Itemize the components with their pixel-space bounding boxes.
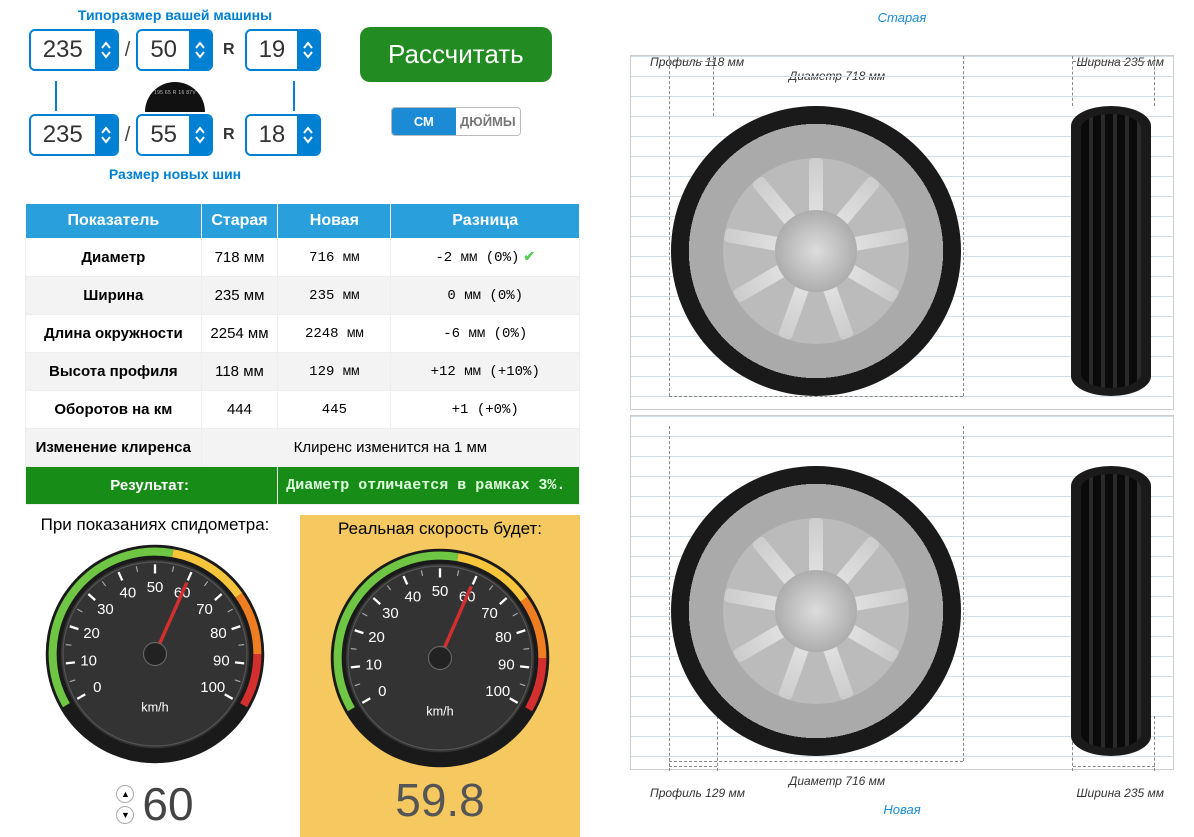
size-bridge-graphic	[25, 79, 325, 114]
speedo-indicated-title: При показаниях спидометра:	[41, 515, 270, 535]
old-size-row: 235 / 50 R 19	[29, 29, 322, 71]
table-header: Показатель	[26, 204, 202, 239]
svg-text:40: 40	[405, 589, 422, 606]
speedo-real: Реальная скорость будет: 010203040506070…	[300, 515, 580, 837]
speedo-real-title: Реальная скорость будет:	[338, 519, 542, 539]
gauge-indicated: 0102030405060708090100km/h	[40, 539, 270, 769]
table-header: Старая	[201, 204, 278, 239]
table-header: Новая	[278, 204, 391, 239]
svg-text:20: 20	[83, 625, 100, 642]
table-header: Разница	[391, 204, 580, 239]
new-profile-dim: Профиль 129 мм	[650, 786, 745, 800]
svg-text:30: 30	[97, 601, 114, 618]
svg-text:100: 100	[485, 683, 510, 700]
speed-spinner[interactable]: ▲ ▼	[116, 785, 134, 824]
svg-text:70: 70	[481, 605, 498, 622]
old-size-label: Типоразмер вашей машины	[78, 7, 272, 23]
unit-inch-tab[interactable]: ДЮЙМЫ	[456, 108, 520, 135]
speed-down-button[interactable]: ▼	[116, 806, 134, 824]
old-tire-diagram	[630, 55, 1174, 410]
new-width-dim: Ширина 235 мм	[1077, 786, 1165, 800]
new-size-label: Размер новых шин	[109, 166, 241, 182]
calculate-button[interactable]: Рассчитать	[360, 27, 552, 82]
svg-text:40: 40	[120, 585, 137, 602]
clearance-row: Изменение клиренсаКлиренс изменится на 1…	[26, 429, 580, 467]
speedo-indicated: При показаниях спидометра: 0 10 20 30 40 50 60…	[25, 515, 285, 837]
svg-text:80: 80	[210, 625, 227, 642]
old-rim-input[interactable]: 19	[245, 29, 322, 71]
old-profile-input[interactable]: 50	[136, 29, 213, 71]
unit-cm-tab[interactable]: СМ	[392, 108, 456, 135]
svg-text:30: 30	[382, 605, 399, 622]
slash-separator: /	[125, 124, 131, 147]
new-rim-input[interactable]: 18	[245, 114, 322, 156]
result-row: Результат:Диаметр отличается в рамках 3%…	[26, 467, 580, 505]
svg-text:km/h: km/h	[141, 701, 168, 715]
svg-text:50: 50	[147, 579, 164, 596]
table-row: Длина окружности2254 мм2248 мм-6 мм (0%)	[26, 315, 580, 353]
table-row: Ширина235 мм235 мм0 мм (0%)	[26, 277, 580, 315]
svg-text:0: 0	[378, 683, 386, 700]
svg-text:10: 10	[80, 653, 97, 670]
svg-text:90: 90	[213, 653, 230, 670]
new-diameter-dim: Диаметр 716 мм	[630, 774, 1044, 788]
old-width-input[interactable]: 235	[29, 29, 119, 71]
r-label: R	[219, 41, 239, 59]
svg-text:70: 70	[196, 601, 213, 618]
new-tire-diagram	[630, 415, 1174, 770]
svg-text:0: 0	[93, 679, 101, 696]
table-row: Диаметр718 мм716 мм-2 мм (0%)✔	[26, 239, 580, 277]
new-size-row: 235 / 55 R 18	[29, 114, 322, 156]
gauge-real: 0102030405060708090100km/h	[325, 543, 555, 773]
svg-text:50: 50	[432, 583, 449, 600]
comparison-table: ПоказательСтараяНоваяРазница Диаметр718 …	[25, 203, 580, 505]
old-tire-label: Старая	[630, 10, 1174, 25]
slash-separator: /	[125, 39, 131, 62]
svg-text:km/h: km/h	[426, 705, 453, 719]
speed-up-button[interactable]: ▲	[116, 785, 134, 803]
svg-text:90: 90	[498, 657, 515, 674]
new-width-input[interactable]: 235	[29, 114, 119, 156]
svg-text:10: 10	[365, 657, 382, 674]
unit-toggle: СМ ДЮЙМЫ	[391, 107, 521, 136]
table-row: Высота профиля118 мм129 мм+12 мм (+10%)	[26, 353, 580, 391]
speed-indicated-value: 60	[142, 777, 193, 831]
r-label: R	[219, 126, 239, 144]
table-row: Оборотов на км444445+1 (+0%)	[26, 391, 580, 429]
svg-text:80: 80	[495, 629, 512, 646]
new-tire-label: Новая	[630, 802, 1174, 817]
svg-text:100: 100	[200, 679, 225, 696]
new-profile-input[interactable]: 55	[136, 114, 213, 156]
svg-text:20: 20	[368, 629, 385, 646]
